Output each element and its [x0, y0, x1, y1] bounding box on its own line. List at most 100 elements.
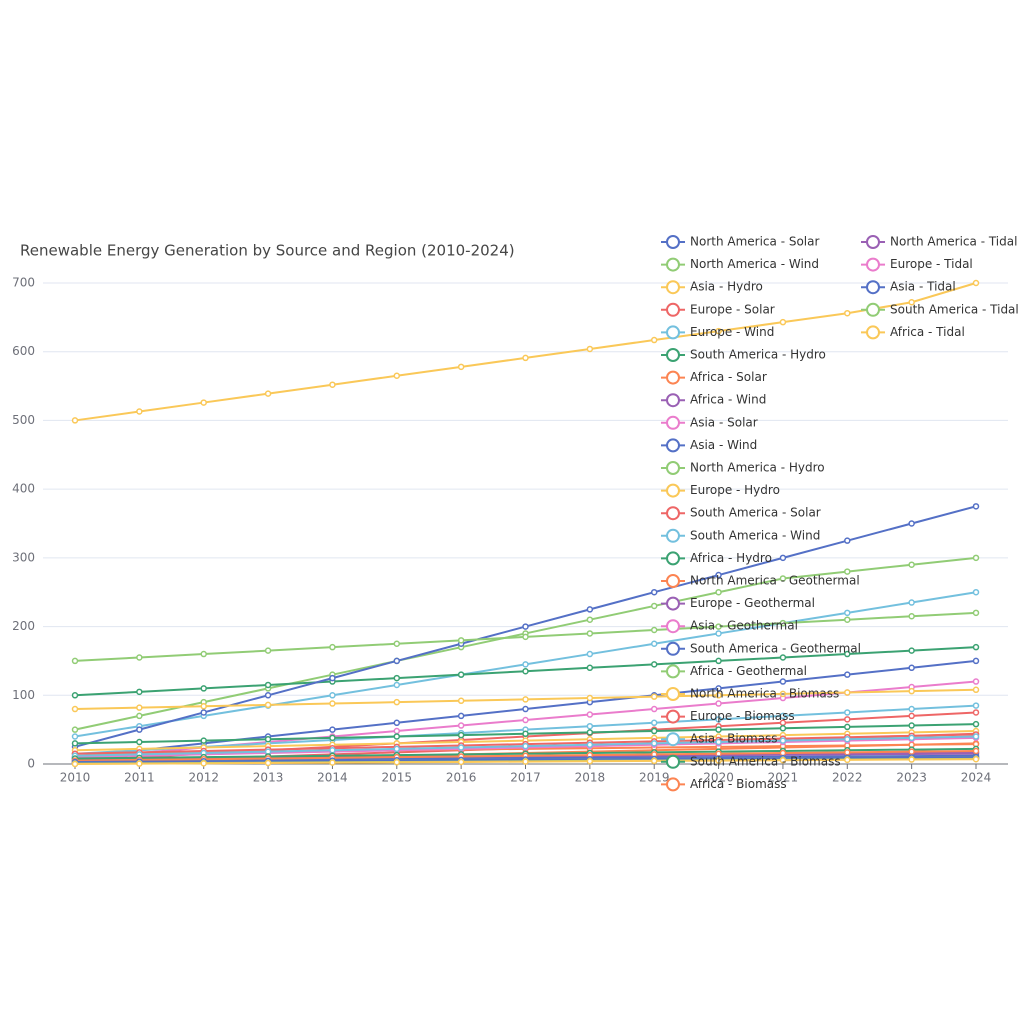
legend-marker [666, 574, 680, 588]
data-point [457, 731, 465, 739]
data-point [972, 609, 980, 617]
legend-marker [666, 619, 680, 634]
data-point [908, 613, 915, 620]
data-point [264, 681, 272, 689]
data-point [779, 712, 787, 720]
data-point [779, 678, 787, 685]
x-tick-label: 2012 [188, 771, 219, 785]
data-point [393, 745, 401, 753]
legend-label: Europe - Hydro [690, 483, 780, 497]
legend-item[interactable]: Africa - Hydro [661, 551, 772, 566]
data-point [522, 696, 529, 703]
data-point [779, 756, 787, 764]
x-tick-label: 2017 [510, 771, 541, 785]
legend-item[interactable]: Asia - Geothermal [661, 619, 798, 634]
y-tick-label: 400 [12, 482, 35, 496]
legend-item[interactable]: South America - Geothermal [661, 641, 861, 656]
x-tick-label: 2020 [703, 771, 734, 785]
legend-item[interactable]: North America - Hydro [661, 461, 825, 475]
legend-item[interactable]: Europe - Geothermal [661, 596, 815, 611]
data-point [908, 734, 915, 742]
data-point [522, 667, 529, 675]
legend-item[interactable]: Asia - Solar [661, 415, 758, 430]
series [71, 747, 980, 764]
legend-label: North America - Wind [690, 257, 819, 271]
data-point [136, 726, 143, 733]
legend-item[interactable]: Asia - Biomass [661, 732, 778, 747]
legend-item[interactable]: South America - Biomass [661, 754, 841, 769]
legend-item[interactable]: Europe - Tidal [861, 257, 973, 272]
x-tick-label: 2010 [60, 771, 91, 785]
legend-item[interactable]: Africa - Solar [661, 370, 767, 385]
legend-marker [666, 709, 680, 724]
legend-item[interactable]: Africa - Wind [661, 393, 766, 408]
legend-marker [666, 370, 680, 385]
data-point [844, 709, 851, 716]
data-point [844, 671, 851, 678]
data-point [844, 650, 851, 658]
legend-item[interactable]: Asia - Hydro [661, 280, 763, 295]
data-point [586, 694, 594, 702]
data-point [329, 692, 336, 699]
legend-marker [666, 280, 680, 295]
legend-marker [666, 461, 680, 475]
legend-item[interactable]: Africa - Biomass [661, 777, 787, 792]
data-point [329, 700, 336, 707]
data-point [71, 705, 79, 713]
data-point [457, 758, 465, 766]
data-point [200, 685, 207, 692]
data-point [715, 716, 722, 723]
legend-label: South America - Hydro [690, 348, 826, 362]
legend-marker [866, 302, 880, 317]
data-point [908, 748, 915, 755]
legend-item[interactable]: North America - Solar [661, 235, 819, 249]
legend-item[interactable]: Asia - Wind [661, 438, 757, 453]
legend-item[interactable]: Europe - Wind [661, 325, 774, 340]
legend-label: North America - Hydro [690, 461, 825, 475]
data-point [522, 730, 529, 738]
data-point [200, 703, 207, 710]
data-point [715, 327, 722, 335]
data-point [844, 689, 851, 696]
legend-item[interactable]: North America - Biomass [661, 687, 839, 701]
legend-item[interactable]: South America - Hydro [661, 348, 826, 362]
legend-item[interactable]: North America - Wind [661, 257, 819, 272]
legend-item[interactable]: Africa - Geothermal [661, 664, 807, 679]
data-point [779, 737, 787, 744]
data-point [844, 568, 851, 575]
legend-item[interactable]: North America - Tidal [861, 235, 1017, 249]
data-point [844, 749, 851, 756]
data-point [136, 654, 143, 661]
legend-item[interactable]: South America - Wind [661, 528, 820, 543]
data-point [779, 575, 787, 582]
legend-item[interactable]: North America - Geothermal [661, 574, 860, 588]
legend-marker [666, 664, 680, 679]
legend-item[interactable]: Europe - Solar [661, 302, 775, 317]
data-point [908, 756, 915, 763]
legend-item[interactable]: Europe - Hydro [661, 483, 780, 498]
data-point [586, 722, 594, 730]
data-point [779, 725, 787, 732]
legend-marker [666, 438, 680, 453]
legend-label: Asia - Solar [690, 415, 758, 429]
data-point [972, 755, 980, 763]
legend-item[interactable]: Africa - Tidal [861, 325, 965, 340]
legend-item[interactable]: South America - Tidal [861, 302, 1019, 317]
data-point [522, 354, 529, 362]
legend-item[interactable]: Asia - Tidal [861, 280, 956, 295]
data-point [393, 372, 401, 380]
data-point [457, 744, 465, 751]
data-point [329, 734, 336, 742]
data-point [650, 705, 658, 713]
data-point [715, 685, 722, 692]
data-point [136, 408, 143, 415]
data-point [972, 686, 980, 694]
data-point [586, 758, 594, 765]
data-point [908, 561, 915, 568]
data-point [329, 759, 336, 766]
chart-title: Renewable Energy Generation by Source an… [20, 242, 515, 260]
legend-item[interactable]: South America - Solar [661, 506, 821, 521]
legend-marker [666, 687, 680, 701]
legend-item[interactable]: Europe - Biomass [661, 709, 795, 724]
